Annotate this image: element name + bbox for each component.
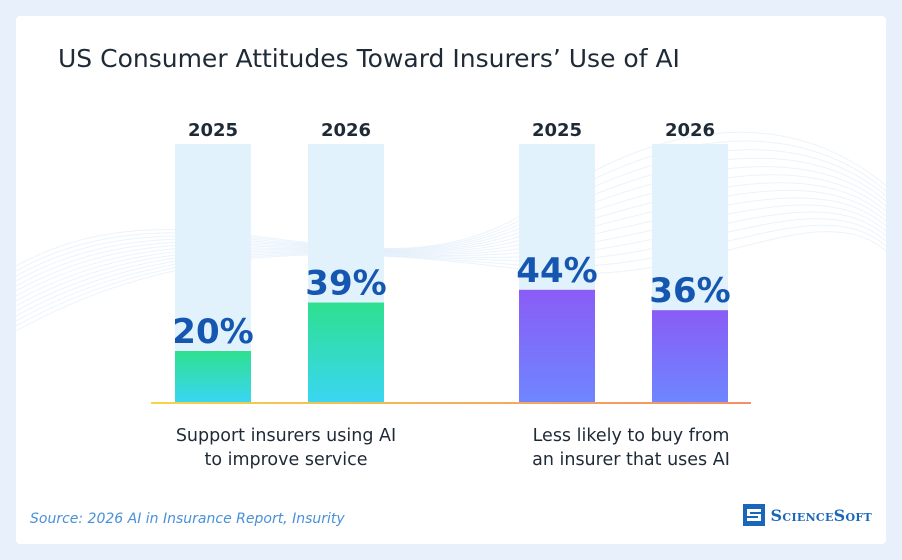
bar-purple-2026 [652, 310, 728, 402]
group-label-less-likely: Less likely to buy from an insurer that … [486, 424, 776, 472]
wave-line [16, 140, 886, 272]
wave-line [16, 204, 886, 312]
value-label-green-2026: 39% [305, 264, 386, 304]
sciencesoft-logo[interactable]: ScienceSoft [742, 504, 872, 526]
logo-icon [742, 504, 765, 526]
year-label-purple-2025: 2025 [532, 120, 582, 141]
wave-line [16, 157, 886, 282]
bar-green-2026 [308, 302, 384, 402]
wave-line [16, 182, 886, 297]
group-label-less-likely-line-1: Less likely to buy from [532, 426, 730, 446]
group-label-support-line-2: to improve service [204, 450, 368, 470]
source-note: Source: 2026 AI in Insurance Report, Ins… [30, 511, 345, 527]
bar-purple-2025 [519, 289, 595, 402]
wave-line [16, 166, 886, 287]
wave-line [16, 131, 886, 267]
wave-line [16, 197, 886, 307]
chart-card: US Consumer Attitudes Toward Insurers’ U… [16, 16, 886, 544]
chart-title: US Consumer Attitudes Toward Insurers’ U… [58, 44, 680, 73]
value-label-green-2025: 20% [172, 312, 253, 352]
logo-text: ScienceSoft [770, 505, 872, 525]
group-label-support-line-1: Support insurers using AI [175, 426, 397, 446]
wave-line [16, 211, 886, 317]
wave-line [16, 224, 886, 327]
year-label-green-2026: 2026 [321, 120, 371, 141]
bar-green-2025 [175, 351, 251, 402]
wave-line [16, 149, 886, 277]
chart-baseline [151, 402, 751, 404]
value-label-purple-2025: 44% [516, 251, 597, 291]
wave-line [16, 189, 886, 302]
background-wave-decoration [16, 131, 886, 332]
group-label-less-likely-line-2: an insurer that uses AI [532, 450, 730, 470]
year-label-green-2025: 2025 [188, 120, 238, 141]
wave-line [16, 218, 886, 322]
value-label-purple-2026: 36% [649, 271, 730, 311]
group-label-support: Support insurers using AI to improve ser… [141, 424, 431, 472]
year-label-purple-2026: 2026 [665, 120, 715, 141]
bar-chart: 2025 20% 2026 39% 2025 44% 2026 36% [16, 120, 886, 404]
wave-line [16, 174, 886, 292]
